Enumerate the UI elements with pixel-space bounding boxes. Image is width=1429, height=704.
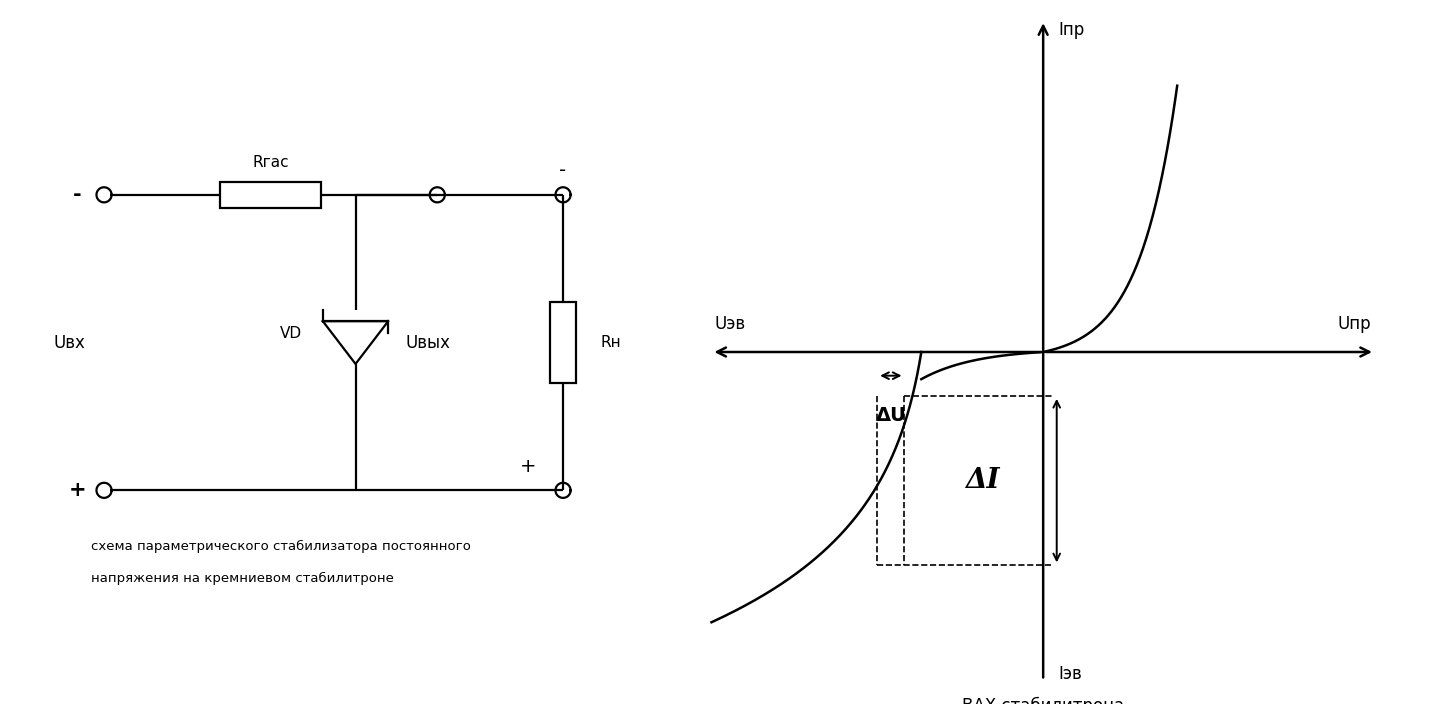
Text: ΔU: ΔU xyxy=(876,406,906,425)
Text: VD: VD xyxy=(280,326,303,341)
Text: Uэв: Uэв xyxy=(714,315,746,333)
Text: напряжения на кремниевом стабилитроне: напряжения на кремниевом стабилитроне xyxy=(91,572,394,585)
Text: +: + xyxy=(520,457,537,476)
Bar xyxy=(550,302,576,384)
Text: Iпр: Iпр xyxy=(1057,21,1085,39)
Text: Uвых: Uвых xyxy=(406,334,450,351)
Text: Rн: Rн xyxy=(600,335,620,350)
Text: ΔI: ΔI xyxy=(965,467,999,494)
Text: Uвх: Uвх xyxy=(53,334,86,351)
Text: схема параметрического стабилизатора постоянного: схема параметрического стабилизатора пос… xyxy=(91,541,472,553)
Text: -: - xyxy=(73,185,81,205)
Text: ВАХ стабилитрона: ВАХ стабилитрона xyxy=(962,697,1125,704)
Text: -: - xyxy=(560,161,566,180)
Text: Iэв: Iэв xyxy=(1057,665,1082,683)
Bar xyxy=(220,182,322,208)
Text: Rгас: Rгас xyxy=(253,156,289,170)
Text: Uпр: Uпр xyxy=(1338,315,1372,333)
Text: +: + xyxy=(69,480,86,501)
